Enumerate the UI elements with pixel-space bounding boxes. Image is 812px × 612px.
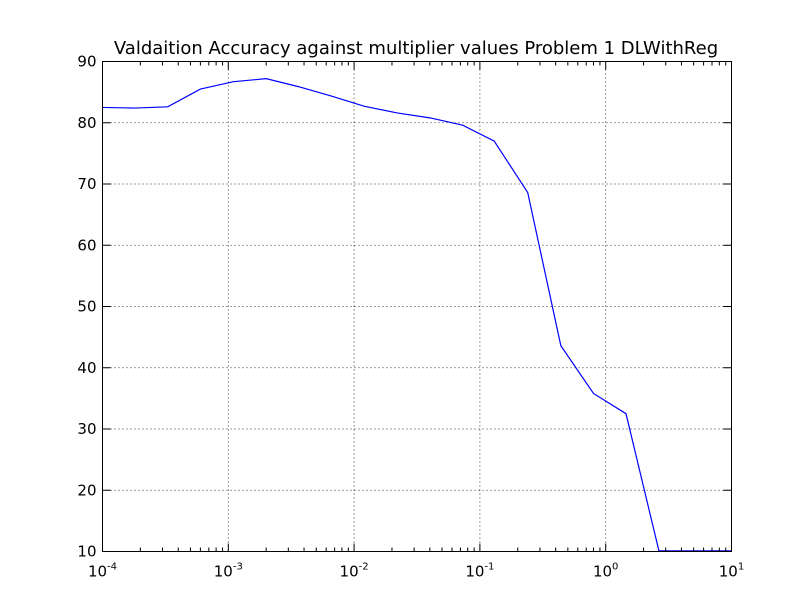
- y-tick-labels: 10 20 30 40 50 60 70 80 90: [77, 53, 96, 561]
- x-tick-label: 10-4: [88, 562, 117, 581]
- x-tick-labels: 10-4 10-3 10-2 10-1 100 101: [88, 562, 744, 581]
- y-tick-label: 50: [77, 298, 96, 316]
- series-line: [102, 78, 732, 552]
- chart-title: Valdaition Accuracy against multiplier v…: [114, 38, 718, 59]
- x-tick-label: 100: [593, 562, 618, 581]
- plot-frame: [102, 61, 732, 552]
- x-tick-label: 10-3: [214, 562, 243, 581]
- ticks: [102, 61, 732, 552]
- x-tick-label: 10-1: [465, 562, 494, 581]
- x-tick-label: 101: [719, 562, 744, 581]
- y-tick-label: 80: [77, 114, 96, 132]
- y-tick-label: 70: [77, 175, 96, 193]
- grid: [102, 61, 732, 552]
- y-tick-label: 90: [77, 53, 96, 71]
- y-tick-label: 20: [77, 481, 96, 499]
- series-layer: [102, 78, 732, 552]
- x-tick-label: 10-2: [340, 562, 369, 581]
- y-tick-label: 10: [77, 543, 96, 561]
- y-tick-label: 30: [77, 420, 96, 438]
- y-tick-label: 60: [77, 236, 96, 254]
- y-tick-label: 40: [77, 359, 96, 377]
